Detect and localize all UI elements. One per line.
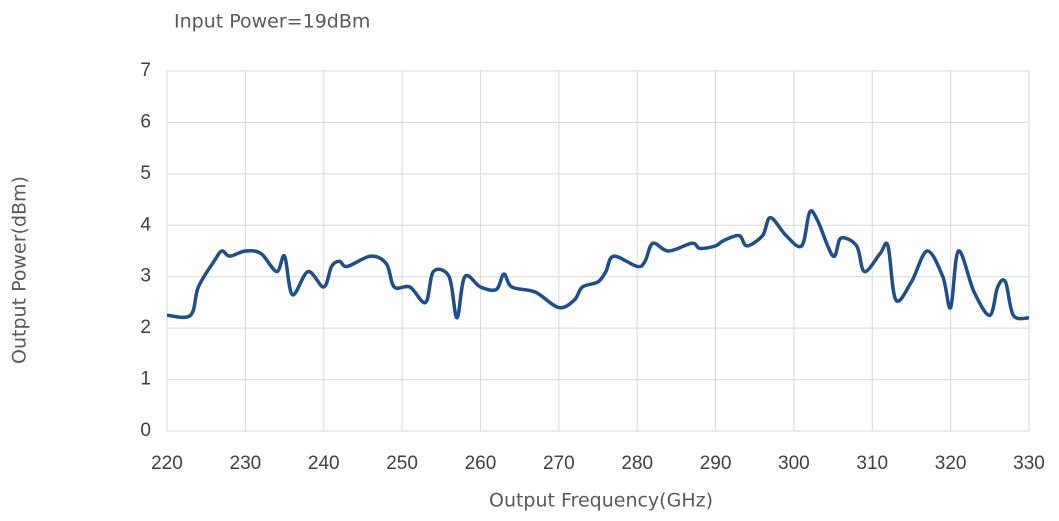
x-tick-label: 230: [230, 453, 262, 474]
x-tick-label: 240: [308, 453, 340, 474]
x-tick-label: 250: [386, 453, 418, 474]
y-tick-label: 4: [140, 214, 151, 235]
y-tick-label: 7: [140, 60, 151, 81]
data-line: [166, 209, 1030, 321]
y-tick-label: 3: [140, 266, 151, 287]
x-tick-label: 290: [700, 453, 732, 474]
x-tick-label: 320: [935, 453, 967, 474]
chart-title: Input Power=19dBm: [174, 11, 370, 33]
x-tick-label: 330: [1013, 453, 1045, 474]
x-tick-label: 300: [778, 453, 810, 474]
y-axis-label: Output Power(dBm): [9, 176, 31, 364]
x-tick-label: 270: [543, 453, 575, 474]
y-tick-label: 2: [140, 317, 151, 338]
y-tick-label: 5: [140, 163, 151, 184]
y-tick-label: 6: [140, 111, 151, 132]
y-tick-label: 0: [140, 420, 151, 441]
y-tick-label: 1: [140, 369, 151, 390]
x-tick-label: 280: [621, 453, 653, 474]
x-tick-label: 260: [465, 453, 497, 474]
x-axis-label: Output Frequency(GHz): [489, 490, 713, 512]
x-tick-label: 310: [856, 453, 888, 474]
x-tick-label: 220: [151, 453, 183, 474]
